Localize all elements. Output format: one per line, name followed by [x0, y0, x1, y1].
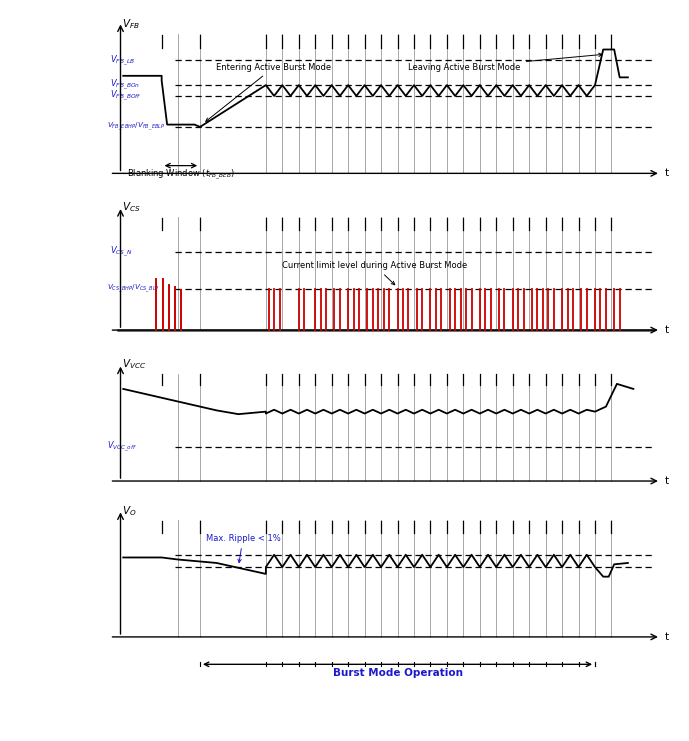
Text: $V_{CS\_BHP}/V_{CS\_BLP}$: $V_{CS\_BHP}/V_{CS\_BLP}$ — [107, 283, 160, 295]
Text: Max. Ripple < 1%: Max. Ripple < 1% — [205, 534, 280, 562]
Text: t: t — [665, 325, 669, 335]
Text: t: t — [665, 476, 669, 486]
Text: $V_{VCC}$: $V_{VCC}$ — [122, 357, 146, 371]
Text: $V_{FB\_LB}$: $V_{FB\_LB}$ — [110, 53, 134, 67]
Text: $V_{CS\_N}$: $V_{CS\_N}$ — [110, 245, 132, 259]
Text: $V_{FB\_EBHP}/V_{FB\_EBLP}$: $V_{FB\_EBHP}/V_{FB\_EBLP}$ — [107, 121, 165, 133]
Text: Blanking Window ($t_{FB\_BEB}$): Blanking Window ($t_{FB\_BEB}$) — [127, 168, 235, 182]
Text: t: t — [665, 632, 669, 642]
Text: $V_{VCC\_off}$: $V_{VCC\_off}$ — [107, 439, 137, 454]
Text: $V_{FB\_BOff}$: $V_{FB\_BOff}$ — [110, 89, 141, 103]
Text: $V_{CS}$: $V_{CS}$ — [122, 201, 141, 214]
Text: $V_O$: $V_O$ — [122, 504, 136, 518]
Text: Current limit level during Active Burst Mode: Current limit level during Active Burst … — [282, 261, 468, 285]
Text: t: t — [665, 168, 669, 179]
Text: $V_{FB}$: $V_{FB}$ — [122, 17, 140, 31]
Text: Leaving Active Burst Mode: Leaving Active Burst Mode — [409, 53, 602, 72]
Text: Entering Active Burst Mode: Entering Active Burst Mode — [206, 63, 331, 122]
Text: $V_{FB\_BOn}$: $V_{FB\_BOn}$ — [110, 78, 140, 93]
Text: Burst Mode Operation: Burst Mode Operation — [333, 668, 462, 679]
